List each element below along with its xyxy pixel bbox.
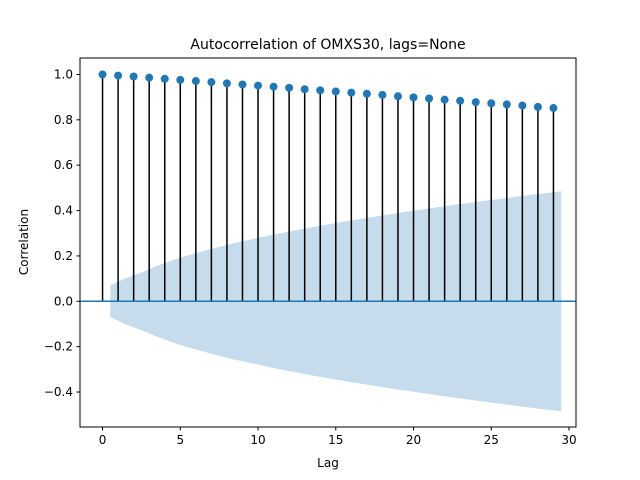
acf-marker (440, 95, 449, 104)
chart-title: Autocorrelation of OMXS30, lags=None (190, 37, 465, 53)
acf-marker (316, 86, 325, 95)
y-tick-label: 0.0 (54, 294, 73, 308)
plot-area (80, 70, 576, 412)
acf-marker (362, 89, 371, 98)
y-tick-label: −0.4 (44, 385, 73, 399)
acf-marker (533, 102, 542, 111)
stem-lines (101, 74, 555, 302)
acf-marker (425, 94, 434, 103)
y-axis-ticks: −0.4 −0.2 0.0 0.2 0.4 0.6 0.8 1.0 (44, 67, 80, 399)
y-tick-label: −0.2 (44, 340, 73, 354)
x-tick-label: 0 (99, 433, 107, 447)
acf-marker (347, 88, 356, 97)
acf-markers (98, 70, 558, 113)
y-tick-label: 0.8 (54, 113, 73, 127)
x-tick-label: 30 (561, 433, 576, 447)
acf-marker (98, 70, 107, 79)
x-tick-label: 20 (406, 433, 421, 447)
acf-marker (393, 92, 402, 101)
x-axis-ticks: 0 5 10 15 20 25 30 (99, 427, 577, 447)
acf-marker (222, 79, 231, 88)
acf-marker (114, 71, 123, 80)
acf-marker (518, 101, 527, 110)
x-tick-label: 10 (250, 433, 265, 447)
acf-marker (456, 96, 465, 105)
x-tick-label: 15 (328, 433, 343, 447)
acf-marker (129, 72, 138, 81)
acf-marker (409, 93, 418, 102)
acf-marker (160, 74, 169, 83)
acf-marker (300, 85, 309, 94)
acf-marker (145, 73, 154, 82)
acf-marker (331, 87, 340, 96)
y-tick-label: 1.0 (54, 67, 73, 81)
y-tick-label: 0.2 (54, 249, 73, 263)
y-axis-label: Correlation (17, 209, 31, 275)
acf-marker (285, 83, 294, 92)
acf-marker (471, 98, 480, 107)
acf-marker (238, 80, 247, 89)
acf-marker (207, 78, 216, 87)
acf-marker (254, 81, 263, 90)
acf-marker (191, 77, 200, 86)
x-tick-label: 5 (176, 433, 184, 447)
acf-marker (549, 104, 558, 113)
x-axis-label: Lag (317, 456, 339, 470)
axes-frame (79, 57, 577, 428)
y-tick-label: 0.4 (54, 204, 73, 218)
acf-marker (269, 82, 278, 91)
acf-marker (502, 100, 511, 109)
acf-marker (487, 99, 496, 108)
acf-marker (176, 75, 185, 84)
x-tick-label: 25 (484, 433, 499, 447)
acf-marker (378, 90, 387, 99)
y-tick-label: 0.6 (54, 158, 73, 172)
